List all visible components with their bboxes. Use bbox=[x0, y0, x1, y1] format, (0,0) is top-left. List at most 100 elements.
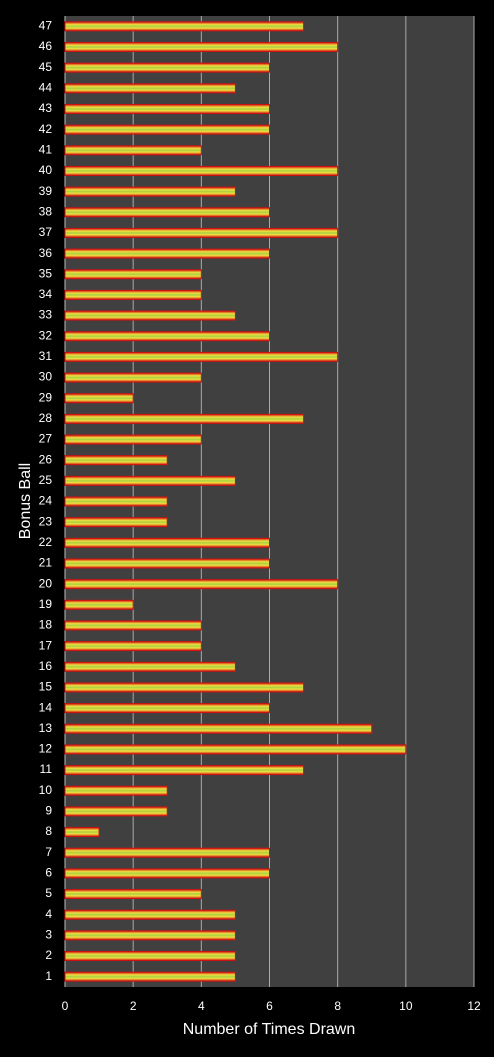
bar bbox=[64, 661, 236, 672]
bar bbox=[64, 971, 236, 982]
bar bbox=[64, 558, 270, 569]
y-tick-label: 26 bbox=[39, 452, 53, 466]
bar bbox=[64, 951, 236, 962]
y-tick-label: 17 bbox=[39, 638, 53, 652]
bar bbox=[64, 744, 407, 755]
bar bbox=[64, 248, 270, 259]
y-tick-label: 12 bbox=[39, 742, 53, 756]
y-tick-label: 47 bbox=[39, 19, 53, 33]
bar bbox=[64, 765, 305, 776]
y-tick-label: 20 bbox=[39, 576, 53, 590]
bar bbox=[64, 703, 270, 714]
bar bbox=[64, 372, 202, 383]
x-tick-label: 4 bbox=[198, 999, 205, 1013]
bar bbox=[64, 434, 202, 445]
y-tick-label: 40 bbox=[39, 163, 53, 177]
y-axis-label: Bonus Ball bbox=[17, 463, 34, 540]
y-tick-label: 25 bbox=[39, 473, 53, 487]
bar bbox=[64, 165, 339, 176]
y-tick-label: 21 bbox=[39, 556, 53, 570]
bar bbox=[64, 579, 339, 590]
bar bbox=[64, 889, 202, 900]
y-tick-label: 23 bbox=[39, 514, 53, 528]
y-tick-label: 43 bbox=[39, 101, 53, 115]
bar bbox=[64, 124, 270, 135]
bar bbox=[64, 827, 100, 838]
y-tick-label: 39 bbox=[39, 184, 53, 198]
bar bbox=[64, 331, 270, 342]
bar bbox=[64, 207, 270, 218]
y-tick-label: 16 bbox=[39, 659, 53, 673]
bar bbox=[64, 41, 339, 52]
y-tick-label: 18 bbox=[39, 618, 53, 632]
bar bbox=[64, 413, 305, 424]
bar bbox=[64, 21, 305, 32]
y-tick-label: 10 bbox=[39, 783, 53, 797]
bar bbox=[64, 62, 270, 73]
x-tick-label: 6 bbox=[266, 999, 273, 1013]
bar bbox=[64, 455, 168, 466]
y-tick-label: 3 bbox=[45, 928, 52, 942]
y-tick-label: 37 bbox=[39, 225, 53, 239]
y-tick-label: 2 bbox=[45, 948, 52, 962]
x-tick-label: 10 bbox=[399, 999, 413, 1013]
bar bbox=[64, 537, 270, 548]
bar bbox=[64, 517, 168, 528]
bar bbox=[64, 393, 134, 404]
y-tick-label: 41 bbox=[39, 142, 53, 156]
y-tick-label: 28 bbox=[39, 411, 53, 425]
bar bbox=[64, 103, 270, 114]
bar bbox=[64, 806, 168, 817]
bar bbox=[64, 289, 202, 300]
y-tick-label: 14 bbox=[39, 700, 53, 714]
bar bbox=[64, 847, 270, 858]
y-tick-label: 38 bbox=[39, 204, 53, 218]
y-tick-label: 8 bbox=[45, 824, 52, 838]
y-tick-label: 45 bbox=[39, 60, 53, 74]
x-tick-label: 0 bbox=[62, 999, 69, 1013]
y-tick-label: 6 bbox=[45, 866, 52, 880]
bar bbox=[64, 496, 168, 507]
bar bbox=[64, 682, 305, 693]
bar bbox=[64, 599, 134, 610]
y-tick-label: 32 bbox=[39, 328, 53, 342]
y-tick-label: 33 bbox=[39, 308, 53, 322]
bar bbox=[64, 785, 168, 796]
y-tick-label: 13 bbox=[39, 721, 53, 735]
y-tick-label: 27 bbox=[39, 432, 53, 446]
bar bbox=[64, 310, 236, 321]
x-tick-label: 12 bbox=[467, 999, 481, 1013]
y-tick-label: 42 bbox=[39, 122, 53, 136]
y-tick-label: 30 bbox=[39, 370, 53, 384]
y-tick-label: 9 bbox=[45, 804, 52, 818]
bar bbox=[64, 227, 339, 238]
bar bbox=[64, 83, 236, 94]
y-tick-label: 15 bbox=[39, 680, 53, 694]
bar bbox=[64, 641, 202, 652]
bar bbox=[64, 186, 236, 197]
y-tick-label: 36 bbox=[39, 246, 53, 260]
bar bbox=[64, 909, 236, 920]
bar bbox=[64, 475, 236, 486]
y-tick-label: 35 bbox=[39, 266, 53, 280]
x-tick-label: 2 bbox=[130, 999, 137, 1013]
y-tick-label: 22 bbox=[39, 535, 53, 549]
y-tick-label: 5 bbox=[45, 886, 52, 900]
y-tick-label: 4 bbox=[45, 907, 52, 921]
bar bbox=[64, 868, 270, 879]
y-tick-label: 11 bbox=[40, 762, 53, 776]
x-axis-label: Number of Times Drawn bbox=[183, 1021, 356, 1038]
y-tick-label: 44 bbox=[39, 80, 53, 94]
y-tick-label: 29 bbox=[39, 390, 53, 404]
y-tick-label: 1 bbox=[45, 969, 52, 983]
y-tick-label: 46 bbox=[39, 39, 53, 53]
bar bbox=[64, 145, 202, 156]
x-tick-label: 8 bbox=[334, 999, 341, 1013]
bar bbox=[64, 269, 202, 280]
bar bbox=[64, 351, 339, 362]
bar bbox=[64, 930, 236, 941]
y-tick-label: 19 bbox=[39, 597, 53, 611]
y-tick-label: 24 bbox=[39, 494, 53, 508]
bar bbox=[64, 620, 202, 631]
